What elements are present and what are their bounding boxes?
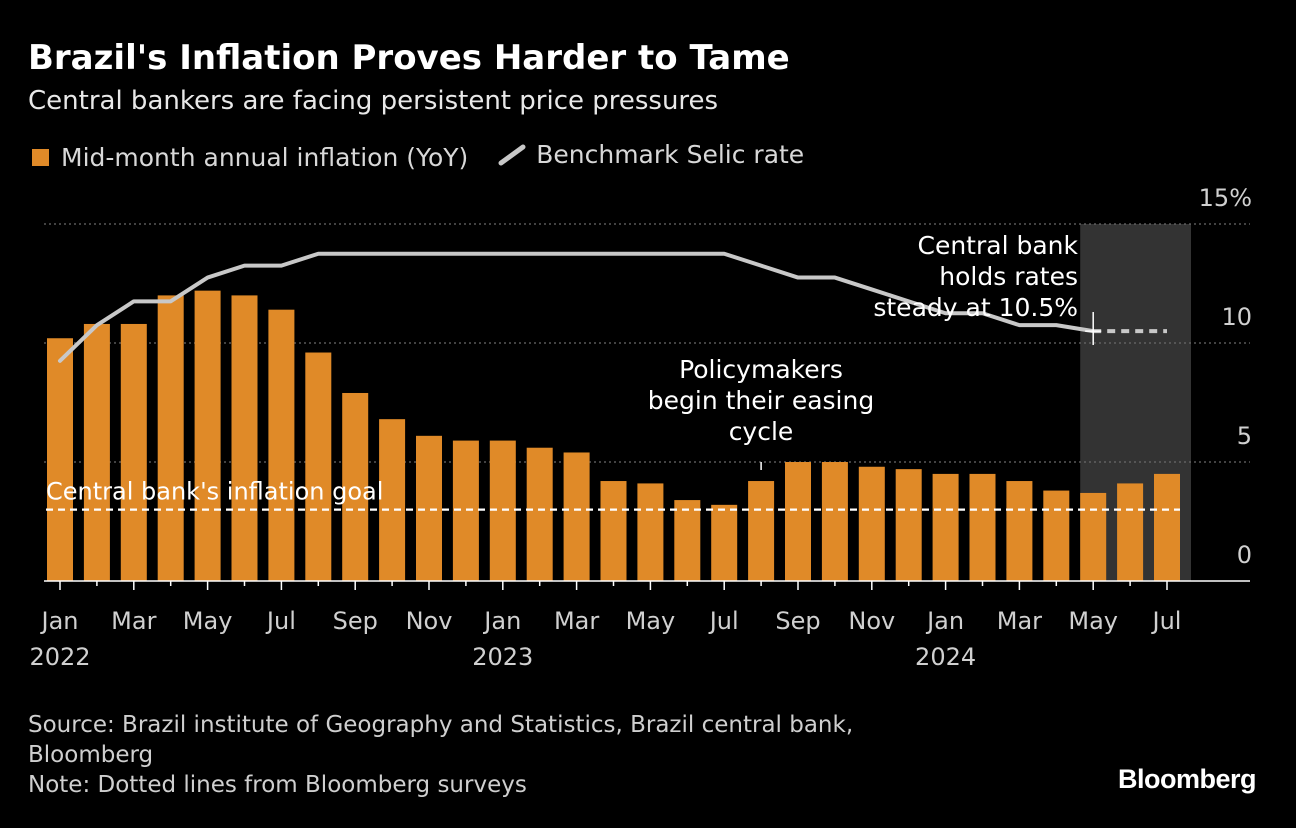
inflation-bar <box>452 440 479 581</box>
x-tick-label: Nov <box>848 607 895 635</box>
inflation-bar <box>932 473 959 581</box>
annotation-rates-hold: steady at 10.5% <box>873 293 1078 322</box>
x-tick-label: May <box>1068 607 1118 635</box>
legend: Mid-month annual inflation (YoY) Benchma… <box>32 140 826 172</box>
legend-bar-swatch <box>32 148 49 166</box>
inflation-bar <box>157 295 184 581</box>
inflation-bar <box>1117 483 1144 581</box>
chart-subtitle: Central bankers are facing persistent pr… <box>28 86 719 116</box>
y-tick-label: 15% <box>1199 184 1252 212</box>
bloomberg-logo: Bloomberg <box>1117 764 1257 794</box>
inflation-bar <box>120 323 147 581</box>
selic-rate-line <box>58 251 1096 363</box>
annotation-rates-hold: holds rates <box>939 262 1078 291</box>
inflation-bar <box>305 352 332 581</box>
x-tick-label: Sep <box>333 607 378 635</box>
inflation-bar <box>268 309 295 581</box>
inflation-bar <box>47 338 73 581</box>
footer: Source: Brazil institute of Geography an… <box>28 710 853 800</box>
annotation-easing-cycle: Policymakers <box>679 355 843 384</box>
chart-plot: Central bank's inflation goal 15% 10 5 0 Jan… <box>29 184 1252 671</box>
inflation-bar <box>748 481 775 581</box>
y-tick-label: 5 <box>1237 422 1252 450</box>
inflation-bar <box>194 290 221 581</box>
annotation-easing-cycle: begin their easing <box>648 386 874 415</box>
x-year-label: 2024 <box>915 643 976 671</box>
inflation-bar <box>858 466 885 581</box>
x-tick-label: May <box>183 607 233 635</box>
inflation-bar <box>83 323 110 581</box>
x-tick-label: Nov <box>406 607 453 635</box>
legend-item-inflation: Mid-month annual inflation (YoY) <box>32 143 468 172</box>
x-tick-label: May <box>626 607 676 635</box>
x-tick-label: Mar <box>554 607 599 635</box>
inflation-bar <box>1154 473 1180 581</box>
y-tick-label: 10 <box>1221 303 1252 331</box>
note-line: Note: Dotted lines from Bloomberg survey… <box>28 772 527 798</box>
inflation-bar <box>416 435 442 581</box>
inflation-bar <box>489 440 516 581</box>
inflation-bar <box>785 462 811 581</box>
inflation-bar <box>969 473 996 581</box>
x-tick-label: Mar <box>111 607 156 635</box>
annotation-easing-cycle: cycle <box>729 417 794 446</box>
inflation-bar <box>600 481 627 581</box>
x-tick-label: Jul <box>1151 607 1182 635</box>
inflation-bar <box>1006 481 1033 581</box>
legend-line-swatch <box>498 144 526 165</box>
annotation-rates-hold: Central bank <box>918 231 1079 260</box>
y-tick-label: 0 <box>1237 541 1252 569</box>
chart-title: Brazil's Inflation Proves Harder to Tame <box>28 38 790 78</box>
inflation-bar <box>342 392 369 581</box>
inflation-bar <box>526 447 553 581</box>
inflation-bar <box>231 295 258 581</box>
x-tick-label: Jul <box>265 607 296 635</box>
legend-item-selic: Benchmark Selic rate <box>498 140 804 169</box>
x-tick-label: Jan <box>925 607 964 635</box>
inflation-goal-label: Central bank's inflation goal <box>46 478 383 506</box>
source-line-1: Source: Brazil institute of Geography an… <box>28 712 854 738</box>
inflation-bar <box>895 469 922 581</box>
inflation-bar <box>563 452 590 581</box>
x-tick-label: Jan <box>482 607 521 635</box>
inflation-bar <box>1043 490 1070 581</box>
inflation-bar <box>379 419 406 581</box>
x-year-label: 2022 <box>29 643 90 671</box>
x-tick-label: Mar <box>997 607 1042 635</box>
x-tick-label: Jan <box>40 607 79 635</box>
legend-label-inflation: Mid-month annual inflation (YoY) <box>61 142 469 172</box>
x-year-label: 2023 <box>472 643 533 671</box>
inflation-bar <box>821 462 848 581</box>
inflation-bar <box>711 504 738 581</box>
inflation-bar <box>1080 492 1107 581</box>
inflation-bar <box>674 500 701 581</box>
x-tick-label: Sep <box>775 607 820 635</box>
legend-label-selic: Benchmark Selic rate <box>536 140 805 169</box>
inflation-bar <box>637 483 664 581</box>
source-line-2: Bloomberg <box>28 742 154 768</box>
x-tick-label: Jul <box>708 607 739 635</box>
